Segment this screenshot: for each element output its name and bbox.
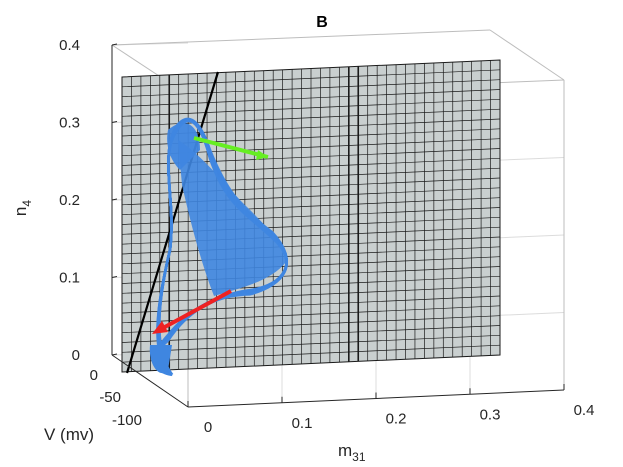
red-arrow <box>162 289 232 330</box>
green-arrow <box>193 136 269 159</box>
y-tick-label: -50 <box>99 389 121 406</box>
plane-mesh-line <box>121 69 501 88</box>
plane-mesh-line <box>121 197 501 216</box>
plane-mesh-line <box>121 344 501 363</box>
plane-mesh-line <box>121 89 501 107</box>
trajectory-band <box>178 140 286 296</box>
plane-mesh-line <box>121 256 501 275</box>
y-tick-label: 0 <box>90 367 98 384</box>
plane-mesh-line <box>121 207 501 225</box>
plane-mesh-line <box>121 325 501 343</box>
plane-mesh-line <box>121 285 501 304</box>
plane-mesh-line <box>121 275 501 294</box>
trajectory-band <box>167 122 200 170</box>
box-edge <box>111 29 491 46</box>
x-tick-label: 0.3 <box>480 406 501 423</box>
plane-mesh-line <box>121 98 501 117</box>
y-tick-label: -100 <box>112 412 142 429</box>
x-tick-label: 0.1 <box>292 415 313 432</box>
z-tick-label: 0.2 <box>59 192 80 209</box>
z-tick <box>111 43 118 46</box>
x-tick-label: 0 <box>204 419 212 436</box>
z-tick <box>111 198 118 201</box>
x-tick-label: 0.2 <box>386 411 407 428</box>
z-tick-label: 0.4 <box>59 37 80 54</box>
plane-mesh-line <box>121 295 501 314</box>
chart-title: B <box>316 14 328 31</box>
plane-mesh-line <box>121 236 501 255</box>
z-tick-label: 0 <box>72 347 80 364</box>
z-axis-label: n4 <box>11 200 34 216</box>
z-tick-label: 0.3 <box>59 115 80 132</box>
box-edge <box>489 29 565 81</box>
plane-mesh-line <box>121 187 501 206</box>
plane-mesh-line <box>121 266 501 284</box>
y-axis-line <box>111 354 189 408</box>
plane-mesh-line <box>121 216 501 235</box>
green-arrow-head <box>256 150 268 160</box>
plane-mesh-line <box>121 315 501 334</box>
x-tick-label: 0.4 <box>574 402 595 419</box>
plane-mesh-line <box>121 226 501 245</box>
z-tick <box>111 276 118 278</box>
z-tick <box>111 353 118 356</box>
z-tick-label: 0.1 <box>59 270 80 287</box>
plane-mesh-line <box>121 246 501 265</box>
z-tick <box>111 121 118 123</box>
plane-mesh-line <box>121 334 501 353</box>
red-arrow-head <box>152 321 168 334</box>
x-axis-label: m31 <box>338 441 366 464</box>
plane-mesh-line <box>121 79 501 98</box>
y-axis-label: V (mv) <box>44 425 94 444</box>
trajectory-band <box>149 345 172 374</box>
